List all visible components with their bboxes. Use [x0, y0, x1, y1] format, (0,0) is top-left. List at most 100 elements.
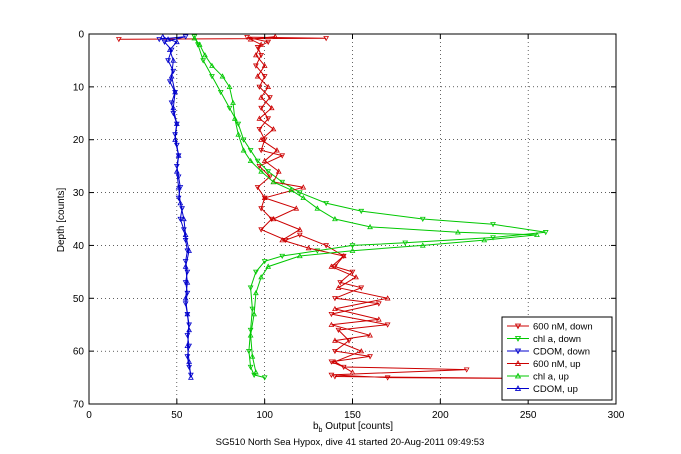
data-point	[332, 348, 338, 355]
data-point	[170, 104, 177, 111]
series-line	[193, 36, 546, 379]
y-tick-label: 70	[73, 400, 85, 411]
data-point	[165, 36, 171, 42]
data-point	[179, 206, 185, 212]
data-point	[261, 375, 268, 381]
x-axis-label: bb Output [counts]	[313, 421, 393, 434]
data-point	[191, 35, 198, 41]
data-point	[254, 73, 261, 79]
data-point	[375, 316, 382, 322]
data-point	[253, 369, 259, 375]
data-point	[173, 38, 180, 45]
data-point	[209, 74, 215, 80]
data-point	[184, 311, 191, 317]
y-tick-label: 0	[78, 30, 84, 41]
data-point	[367, 223, 373, 230]
data-point	[534, 231, 540, 238]
data-point	[293, 205, 300, 211]
y-tick-label: 20	[73, 135, 85, 146]
data-point	[182, 280, 189, 286]
data-point	[235, 131, 242, 137]
data-point	[258, 168, 265, 174]
data-point	[247, 364, 254, 371]
data-point	[332, 305, 338, 312]
legend-marker	[514, 360, 522, 366]
data-point	[172, 136, 178, 142]
caption: SG510 North Sea Hypox, dive 41 started 2…	[216, 437, 485, 448]
data-point	[340, 252, 347, 259]
data-point	[240, 147, 247, 153]
data-point	[332, 296, 338, 302]
data-point	[254, 185, 261, 191]
legend-entry-label: 600 nM, down	[533, 321, 593, 332]
data-point	[258, 274, 265, 280]
data-point	[166, 46, 173, 53]
data-point	[186, 343, 193, 349]
data-point	[219, 73, 226, 79]
data-point	[332, 358, 338, 364]
data-point	[384, 295, 391, 301]
data-point	[402, 240, 409, 246]
data-point	[332, 337, 338, 343]
data-point	[249, 306, 256, 312]
data-point	[184, 279, 191, 285]
data-point	[249, 353, 256, 359]
series-0	[115, 35, 540, 382]
data-point	[184, 342, 191, 349]
data-point	[265, 116, 272, 122]
legend-entry-label: chl a, up	[533, 371, 569, 382]
data-point	[182, 263, 189, 269]
data-point	[332, 264, 338, 270]
data-point	[172, 89, 178, 95]
data-point	[168, 100, 175, 106]
data-point	[253, 269, 259, 275]
data-point	[200, 58, 207, 64]
data-point	[335, 327, 342, 334]
y-tick-label: 30	[73, 188, 85, 199]
data-point	[226, 83, 233, 90]
data-point	[267, 174, 273, 180]
data-point	[314, 205, 321, 211]
series-line	[162, 36, 192, 378]
data-point	[186, 322, 193, 328]
data-point	[230, 99, 236, 105]
y-tick-label: 60	[73, 347, 85, 358]
data-point	[261, 194, 268, 201]
data-point	[332, 374, 338, 380]
data-point	[254, 158, 261, 164]
data-point	[332, 215, 338, 222]
data-point	[300, 184, 307, 190]
data-point	[186, 358, 193, 364]
x-tick-label: 300	[608, 410, 625, 421]
data-point	[481, 237, 488, 243]
data-point	[247, 285, 254, 291]
data-point	[349, 243, 356, 249]
x-tick-label: 200	[432, 410, 449, 421]
x-axis-label-subscript: b	[319, 427, 323, 434]
data-point	[367, 332, 373, 338]
data-point	[202, 52, 208, 58]
data-point	[358, 208, 365, 215]
series-4	[191, 35, 540, 375]
x-tick-label: 50	[171, 410, 183, 421]
legend-entry-label: chl a, down	[533, 334, 581, 345]
data-point	[217, 89, 224, 96]
data-point	[172, 132, 178, 138]
x-tick-label: 0	[86, 410, 92, 421]
data-point	[296, 232, 303, 238]
data-point	[177, 200, 184, 206]
data-point	[270, 126, 277, 132]
data-point	[168, 73, 175, 79]
data-point	[314, 248, 321, 254]
data-point	[247, 157, 254, 164]
data-point	[258, 52, 265, 59]
data-point	[247, 148, 254, 154]
data-point	[156, 37, 163, 43]
data-point	[268, 104, 275, 111]
data-point	[258, 206, 265, 212]
data-point	[261, 259, 268, 265]
data-point	[323, 36, 330, 42]
data-point	[490, 222, 496, 228]
data-point	[490, 235, 496, 241]
